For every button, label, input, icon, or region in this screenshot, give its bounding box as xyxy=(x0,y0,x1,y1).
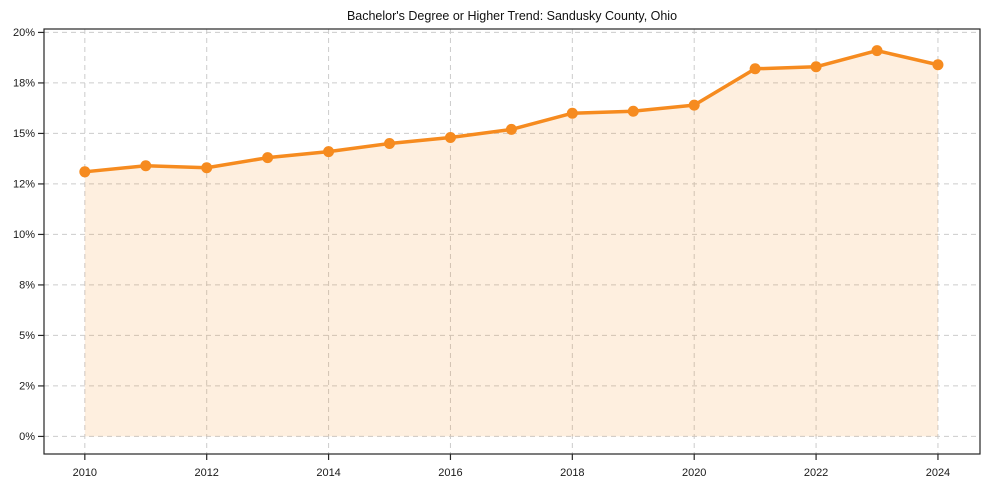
data-point-2020 xyxy=(688,99,700,111)
x-tick-label: 2012 xyxy=(194,467,218,479)
data-point-2010 xyxy=(79,166,91,178)
x-tick-label: 2016 xyxy=(438,467,462,479)
data-point-2022 xyxy=(810,61,822,73)
area-fill xyxy=(84,50,938,437)
y-tick-label: 8% xyxy=(19,280,35,292)
data-point-2011 xyxy=(140,160,152,172)
x-tick-label: 2014 xyxy=(316,467,340,479)
y-tick-label: 0% xyxy=(19,431,35,443)
y-tick-label: 12% xyxy=(13,179,35,191)
chart-title: Bachelor's Degree or Higher Trend: Sandu… xyxy=(347,9,677,23)
series-layer xyxy=(79,45,944,437)
y-tick-label: 2% xyxy=(19,381,35,393)
x-tick-label: 2022 xyxy=(804,467,828,479)
axes-layer: 0% 2% 5% 8% 10% 12% 15% 18% 20% 2010 2012 2014 2016 2… xyxy=(13,27,981,479)
x-tick-label: 2020 xyxy=(682,467,706,479)
data-point-2023 xyxy=(871,45,883,57)
data-point-2013 xyxy=(262,152,274,164)
data-point-2021 xyxy=(749,63,761,75)
data-point-2017 xyxy=(505,123,517,135)
data-point-2016 xyxy=(444,131,456,143)
y-tick-label: 15% xyxy=(13,128,35,140)
data-point-2015 xyxy=(384,138,396,150)
y-tick-label: 10% xyxy=(13,229,35,241)
y-tick-label: 5% xyxy=(19,330,35,342)
plot-border xyxy=(43,28,981,455)
x-tick-label: 2018 xyxy=(560,467,584,479)
data-point-2014 xyxy=(323,146,335,158)
data-point-2012 xyxy=(201,162,213,174)
y-tick-label: 18% xyxy=(13,78,35,90)
data-point-2019 xyxy=(627,105,639,117)
x-tick-label: 2024 xyxy=(926,467,950,479)
data-point-2018 xyxy=(566,107,578,119)
y-tick-label: 20% xyxy=(13,27,35,39)
data-point-2024 xyxy=(932,59,944,71)
x-tick-label: 2010 xyxy=(73,467,97,479)
